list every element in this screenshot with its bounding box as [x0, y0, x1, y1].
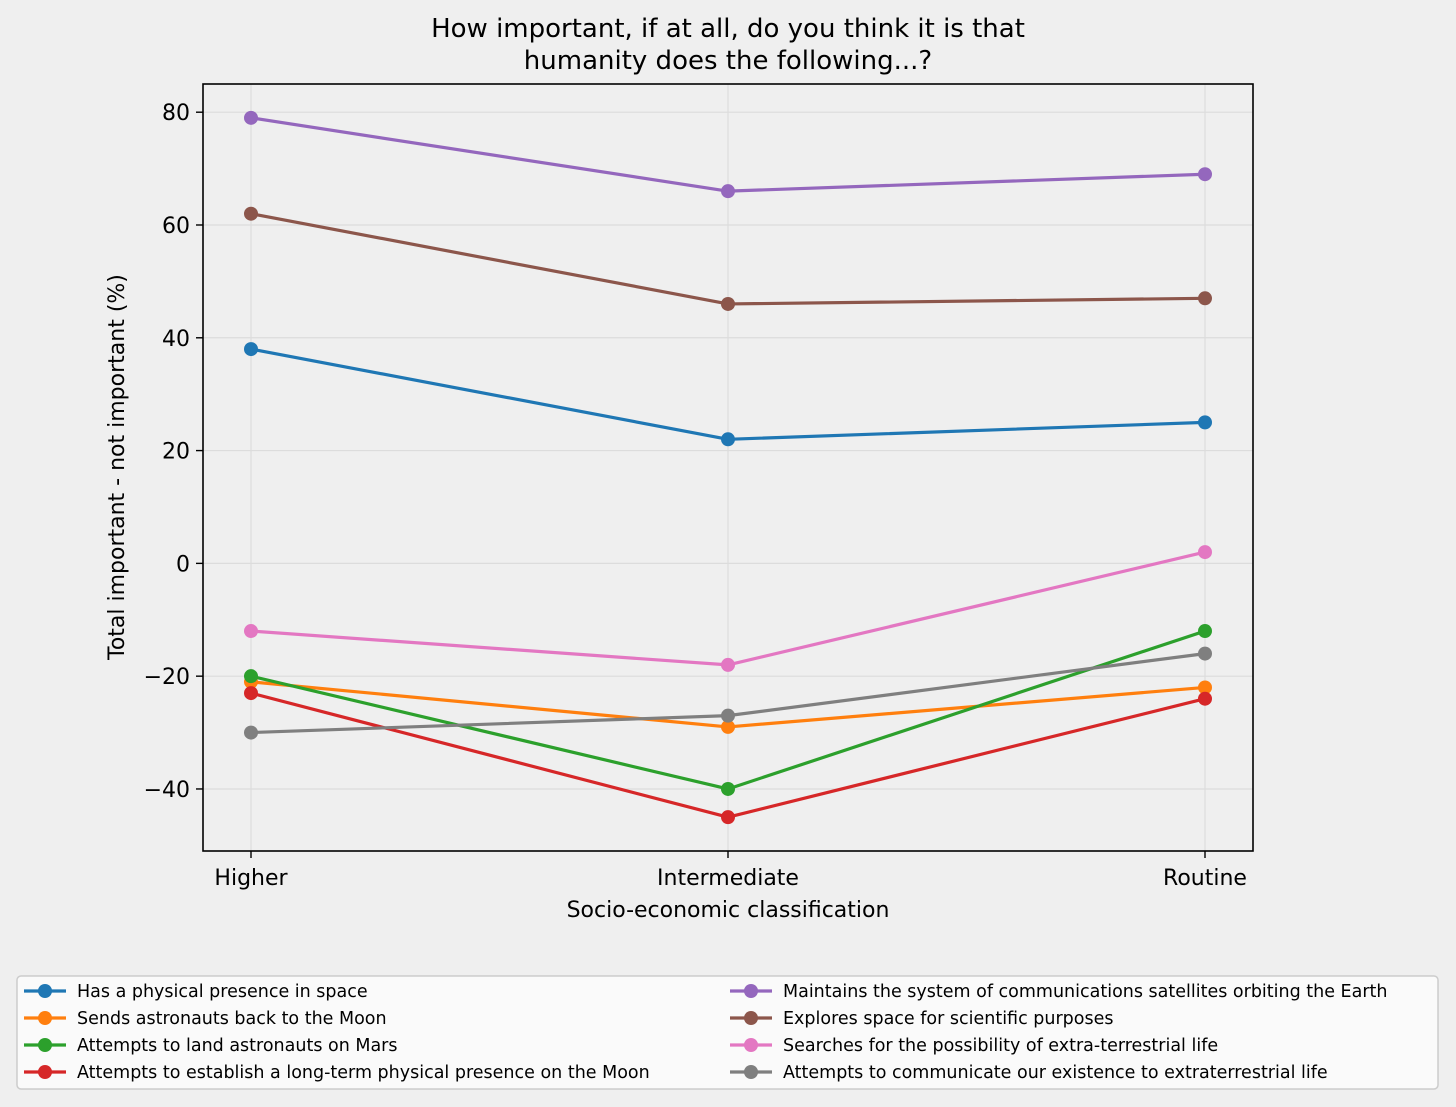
series-lines	[244, 110, 1212, 825]
series-4	[244, 686, 1212, 825]
legend-marker	[38, 984, 52, 998]
legend-label: Maintains the system of communications s…	[783, 982, 1388, 1002]
series-8	[244, 646, 1212, 740]
legend: Has a physical presence in space Sends as…	[16, 975, 1439, 1090]
data-point	[721, 657, 735, 672]
legend-entry: Has a physical presence in space	[24, 982, 368, 1002]
legend-box	[16, 975, 1439, 1090]
x-axis: Higher Intermediate Routine	[214, 851, 1247, 891]
legend-marker	[38, 1038, 52, 1052]
data-point	[721, 708, 735, 723]
data-point	[1198, 646, 1212, 661]
data-point	[1198, 167, 1212, 182]
data-point	[244, 725, 258, 740]
data-point	[1198, 415, 1212, 430]
y-tick-label: 80	[162, 101, 190, 126]
legend-entry: Attempts to communicate our existence to…	[730, 1063, 1328, 1083]
x-tick-label: Intermediate	[657, 866, 799, 891]
data-point	[244, 624, 258, 639]
series-6	[244, 206, 1212, 311]
legend-label: Attempts to communicate our existence to…	[783, 1063, 1328, 1083]
data-point	[1198, 545, 1212, 560]
x-tick-label: Higher	[214, 866, 288, 891]
legend-label: Has a physical presence in space	[77, 982, 368, 1002]
legend-marker	[744, 1065, 758, 1079]
data-point	[721, 296, 735, 311]
data-point	[244, 669, 258, 684]
data-point	[721, 184, 735, 199]
legend-marker	[744, 1011, 758, 1025]
legend-label: Explores space for scientific purposes	[783, 1009, 1113, 1029]
y-tick-label: 20	[162, 440, 190, 465]
y-tick-label: 40	[162, 327, 190, 352]
legend-label: Searches for the possibility of extra-te…	[783, 1036, 1218, 1056]
legend-label: Sends astronauts back to the Moon	[77, 1009, 387, 1029]
data-point	[244, 686, 258, 701]
data-point	[1198, 624, 1212, 639]
legend-entry: Attempts to establish a long-term physic…	[24, 1063, 650, 1083]
legend-entries: Has a physical presence in space Sends as…	[24, 982, 1388, 1083]
legend-entry: Explores space for scientific purposes	[730, 1009, 1113, 1029]
data-point	[1198, 291, 1212, 306]
legend-marker	[38, 1011, 52, 1025]
legend-entry: Sends astronauts back to the Moon	[24, 1009, 387, 1029]
y-tick-label: 60	[162, 214, 190, 239]
legend-entry: Maintains the system of communications s…	[730, 982, 1388, 1002]
series-5	[244, 110, 1212, 199]
x-axis-label: Socio-economic classification	[567, 898, 890, 923]
data-point	[244, 110, 258, 125]
data-point	[244, 206, 258, 221]
legend-label: Attempts to establish a long-term physic…	[77, 1063, 650, 1083]
data-point	[1198, 680, 1212, 695]
y-tick-label: −20	[144, 665, 190, 690]
series-7	[244, 545, 1212, 672]
chart-title-line-1: How important, if at all, do you think i…	[431, 14, 1025, 44]
legend-entry: Attempts to land astronauts on Mars	[24, 1036, 398, 1056]
data-point	[244, 342, 258, 357]
legend-entry: Searches for the possibility of extra-te…	[730, 1036, 1218, 1056]
data-point	[721, 719, 735, 734]
series-3	[244, 624, 1212, 796]
legend-marker	[38, 1065, 52, 1079]
y-tick-label: 0	[176, 552, 190, 577]
data-point	[721, 781, 735, 796]
data-point	[1198, 691, 1212, 706]
chart-title-line-2: humanity does the following...?	[524, 46, 932, 76]
y-tick-label: −40	[144, 778, 190, 803]
legend-marker	[744, 984, 758, 998]
data-point	[721, 432, 735, 447]
y-axis-label: Total important - not important (%)	[105, 274, 130, 661]
legend-label: Attempts to land astronauts on Mars	[77, 1036, 398, 1056]
y-axis: −40 −20 0 20 40 60 80	[144, 101, 203, 803]
data-point	[721, 810, 735, 825]
series-1	[244, 342, 1212, 447]
x-tick-label: Routine	[1163, 866, 1247, 891]
legend-marker	[744, 1038, 758, 1052]
